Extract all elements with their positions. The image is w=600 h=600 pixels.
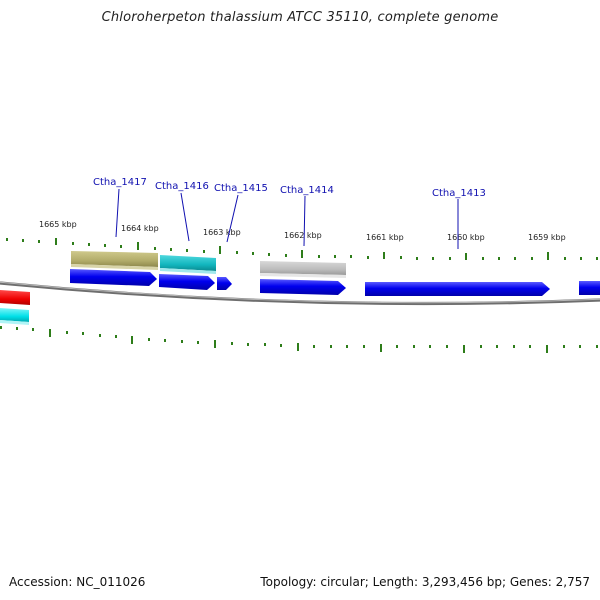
ruler-label-1661: 1661 kbp bbox=[366, 233, 404, 242]
gene-label-ctha-1416[interactable]: Ctha_1416 bbox=[155, 181, 209, 192]
genome-title: Chloroherpeton thalassium ATCC 35110, co… bbox=[101, 10, 499, 25]
gene-labels: Ctha_1417 Ctha_1416 Ctha_1415 Ctha_1414 … bbox=[93, 177, 486, 199]
cds-arrow-right-edge[interactable] bbox=[579, 281, 600, 295]
accession-text: Accession: NC_011026 bbox=[9, 575, 146, 589]
gene-label-ctha-1413[interactable]: Ctha_1413 bbox=[432, 188, 486, 199]
feature-olive[interactable] bbox=[71, 251, 158, 270]
gene-label-leaders bbox=[115, 188, 459, 249]
genome-summary-text: Topology: circular; Length: 3,293,456 bp… bbox=[260, 575, 590, 589]
feature-gray[interactable] bbox=[260, 261, 346, 278]
ruler-outer-track bbox=[6, 238, 598, 260]
cds-arrow-ctha-1415[interactable] bbox=[217, 277, 232, 290]
feature-teal[interactable] bbox=[160, 255, 216, 274]
cds-arrow-ctha-1416[interactable] bbox=[159, 274, 215, 290]
ruler-label-1660: 1660 kbp bbox=[447, 233, 485, 242]
gene-label-ctha-1415[interactable]: Ctha_1415 bbox=[214, 183, 268, 194]
ruler-inner-track bbox=[0, 326, 598, 353]
gene-label-ctha-1417[interactable]: Ctha_1417 bbox=[93, 177, 147, 188]
gene-label-ctha-1414[interactable]: Ctha_1414 bbox=[280, 185, 334, 196]
cds-arrow-ctha-1417[interactable] bbox=[70, 269, 157, 286]
ruler-label-1659: 1659 kbp bbox=[528, 233, 566, 242]
ruler-label-1664: 1664 kbp bbox=[121, 224, 159, 233]
feature-cyan-left[interactable] bbox=[0, 308, 29, 325]
cds-arrow-ctha-1414[interactable] bbox=[260, 279, 346, 295]
feature-red-left[interactable] bbox=[0, 290, 30, 305]
ruler-label-1662: 1662 kbp bbox=[284, 231, 322, 240]
cds-arrow-ctha-1413[interactable] bbox=[365, 282, 550, 296]
ruler-labels: 1665 kbp 1664 kbp 1663 kbp 1662 kbp 1661… bbox=[39, 220, 566, 242]
ruler-label-1663: 1663 kbp bbox=[203, 228, 241, 237]
genome-backbone bbox=[0, 281, 600, 306]
ruler-label-1665: 1665 kbp bbox=[39, 220, 77, 229]
